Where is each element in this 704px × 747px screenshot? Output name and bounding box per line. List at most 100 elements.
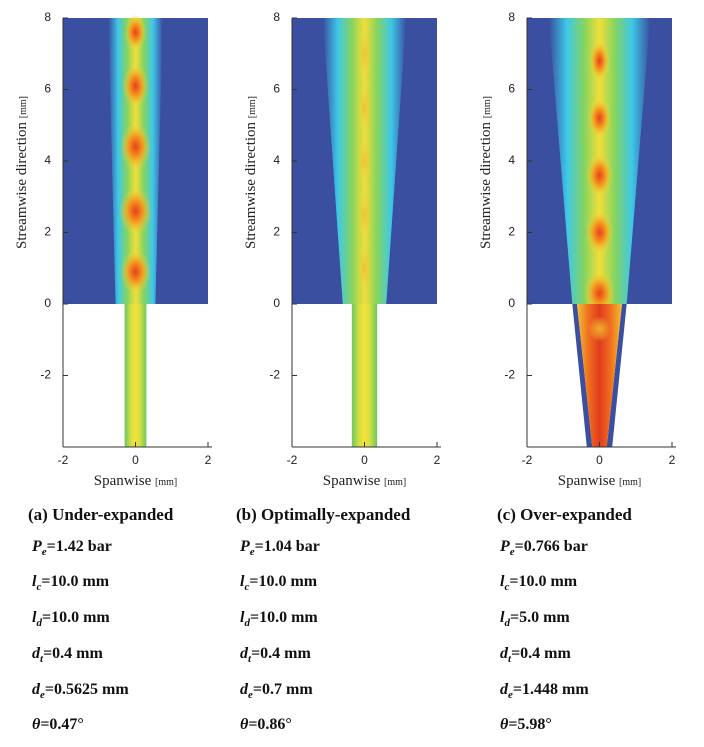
y-axis-unit: [mm] (482, 96, 493, 118)
parameter-symbol: d (32, 645, 41, 662)
x-tick-label: -2 (522, 453, 533, 467)
y-tick-label: 6 (273, 82, 280, 96)
shock-cell (357, 189, 372, 240)
parameter-value: =10.0 mm (250, 609, 318, 626)
y-tick-label: -2 (269, 368, 280, 382)
parameter: θ=0.86° (240, 716, 292, 733)
x-axis-unit: [mm] (619, 477, 641, 488)
parameter-symbol: l (500, 573, 505, 590)
parameter: ld=10.0 mm (240, 609, 318, 629)
parameter-subscript: d (36, 617, 42, 629)
x-axis-title: Spanwise (323, 473, 381, 489)
parameter-symbol: θ (240, 716, 249, 733)
parameter-subscript: d (244, 617, 250, 629)
y-tick-label: 4 (508, 153, 515, 167)
shock-cell (357, 242, 372, 294)
shock-cell (357, 82, 372, 133)
x-tick-label: -2 (287, 453, 298, 467)
y-tick-label: 2 (44, 225, 51, 239)
parameter-subscript: c (36, 581, 41, 593)
nozzle-wall (572, 304, 593, 447)
parameter: de=0.7 mm (240, 681, 313, 701)
x-tick-label: 0 (596, 453, 603, 467)
x-axis-title: Spanwise (558, 473, 616, 489)
parameter-value: =10.0 mm (249, 573, 317, 590)
parameter: Pe=0.766 bar (499, 538, 588, 558)
parameter: dt=0.4 mm (240, 645, 312, 665)
parameter-value: =10.0 mm (509, 573, 577, 590)
parameter-symbol: P (31, 538, 42, 555)
parameter-subscript: d (504, 617, 510, 629)
shock-cell (124, 14, 147, 51)
y-axis-label: Streamwise direction [mm] (14, 96, 30, 249)
parameter-symbol: P (239, 538, 250, 555)
shock-cell (357, 28, 372, 80)
y-tick-label: 2 (273, 225, 280, 239)
caption-text: Optimally-expanded (261, 505, 411, 524)
x-tick-label: 0 (132, 453, 139, 467)
parameter-subscript: e (40, 689, 45, 701)
parameter-symbol: l (240, 573, 245, 590)
parameter: θ=0.47° (32, 716, 84, 733)
shock-cell (357, 135, 372, 187)
parameter-value: =10.0 mm (42, 609, 110, 626)
parameter-symbol: θ (500, 716, 509, 733)
parameter: dt=0.4 mm (32, 645, 104, 665)
panel-caption: (a) Under-expanded (28, 505, 174, 524)
parameter-value: =0.4 mm (251, 645, 311, 662)
panel-caption: (c) Over-expanded (497, 505, 632, 524)
parameter: lc=10.0 mm (240, 573, 318, 593)
x-axis-title: Spanwise (94, 473, 152, 489)
x-axis-label: Spanwise [mm] (323, 473, 406, 489)
parameter-value: =0.7 mm (253, 681, 313, 698)
nozzle-flow (351, 304, 378, 447)
panel-caption: (b) Optimally-expanded (236, 505, 411, 524)
y-axis-label: Streamwise direction [mm] (243, 96, 259, 249)
parameter-subscript: t (248, 653, 252, 665)
x-tick-label: 2 (669, 453, 676, 467)
y-tick-label: 6 (508, 82, 515, 96)
y-axis-label: Streamwise direction [mm] (478, 96, 494, 249)
x-tick-label: 0 (361, 453, 368, 467)
y-tick-label: -2 (504, 368, 515, 382)
nozzle-wall (606, 304, 627, 447)
x-tick-label: -2 (58, 453, 69, 467)
shock-cell (588, 316, 611, 342)
parameter-value: =0.4 mm (43, 645, 103, 662)
y-tick-label: 0 (508, 296, 515, 310)
shock-cell (120, 123, 151, 171)
parameter-symbol: l (240, 609, 245, 626)
parameter-subscript: e (508, 689, 513, 701)
parameter-subscript: t (40, 653, 44, 665)
y-axis-unit: [mm] (247, 96, 258, 118)
parameter-symbol: l (32, 609, 37, 626)
parameter-subscript: e (42, 546, 47, 558)
shock-cell (122, 64, 149, 108)
parameter-value: =5.0 mm (510, 609, 570, 626)
parameter-value: =10.0 mm (41, 573, 109, 590)
caption-text: Under-expanded (52, 505, 174, 524)
parameter-value: =0.766 bar (515, 538, 588, 555)
parameter-subscript: t (508, 653, 512, 665)
parameter: lc=10.0 mm (32, 573, 110, 593)
parameter-value: =1.448 mm (513, 681, 589, 698)
x-axis-unit: [mm] (384, 477, 406, 488)
parameter-value: =1.42 bar (47, 538, 112, 555)
x-tick-label: 2 (205, 453, 212, 467)
x-axis-label: Spanwise [mm] (94, 473, 177, 489)
parameter-subscript: c (244, 581, 249, 593)
shock-cell (587, 98, 612, 139)
parameter-value: =1.04 bar (255, 538, 320, 555)
caption-label: (c) (497, 505, 516, 524)
y-tick-label: 2 (508, 225, 515, 239)
y-axis-unit: [mm] (18, 96, 29, 118)
parameter-symbol: l (32, 573, 37, 590)
parameter-subscript: e (510, 546, 515, 558)
parameter: ld=10.0 mm (32, 609, 110, 629)
y-tick-label: 4 (44, 153, 51, 167)
shock-cell (120, 250, 151, 294)
x-axis-unit: [mm] (155, 477, 177, 488)
